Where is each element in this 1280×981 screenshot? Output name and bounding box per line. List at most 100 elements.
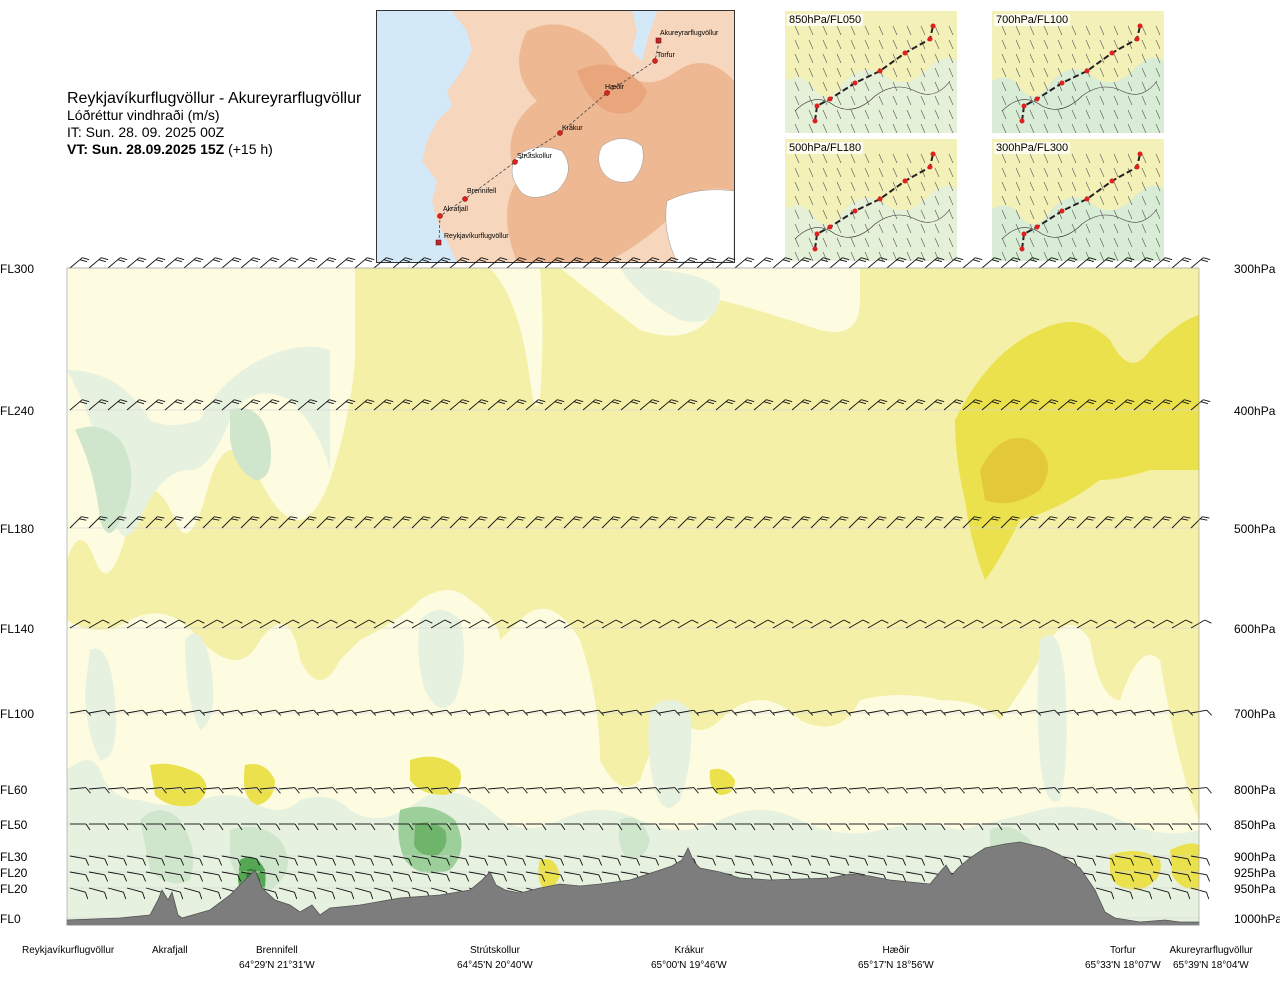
- wind-barb: [221, 399, 242, 411]
- wind-barb: [544, 871, 565, 882]
- mini-wind-barb: [1057, 195, 1063, 206]
- mini-wind-barb: [1127, 53, 1133, 64]
- wind-barb: [506, 257, 527, 269]
- mini-wind-barb: [934, 123, 940, 133]
- wind-barb: [659, 823, 680, 831]
- wind-barb: [373, 855, 394, 866]
- mini-wind-barb: [850, 95, 856, 106]
- wind-barb: [430, 516, 450, 529]
- wind-barb: [506, 787, 528, 794]
- waypoint-coordinate: 65°39'N 18°04'W: [1173, 960, 1249, 971]
- mini-route-point: [930, 23, 936, 29]
- mini-wind-barb: [822, 251, 828, 261]
- mini-wind-barb: [794, 209, 800, 220]
- mini-wind-barb: [934, 223, 940, 234]
- mini-wind-barb: [836, 95, 842, 106]
- mini-map-850-graphic: [785, 23, 957, 133]
- mini-wind-barb: [878, 81, 884, 92]
- mini-wind-barb: [1099, 167, 1105, 178]
- mini-route-point: [1021, 103, 1027, 109]
- wind-barb: [183, 516, 203, 529]
- mini-wind-barb: [864, 223, 870, 234]
- mini-wind-barb: [794, 53, 800, 64]
- mini-wind-barb: [850, 223, 856, 234]
- wind-barb: [1115, 823, 1136, 831]
- mini-wind-barb: [1043, 209, 1049, 220]
- mini-wind-barb: [1113, 53, 1119, 64]
- wind-barb: [487, 787, 509, 794]
- mini-wind-barb: [906, 109, 912, 120]
- mini-map-300-graphic: [992, 151, 1164, 261]
- mini-wind-barb: [1155, 195, 1161, 206]
- mini-route-point: [877, 196, 883, 202]
- wind-barb: [1096, 823, 1117, 831]
- mini-wind-barb: [822, 95, 828, 106]
- pressure-level-label: 300hPa: [1234, 262, 1276, 276]
- wind-barb: [677, 787, 699, 794]
- wind-barb: [753, 257, 774, 269]
- wind-barb: [544, 399, 565, 411]
- mini-wind-barb: [808, 53, 814, 64]
- wind-barb: [1114, 787, 1136, 794]
- wind-barb: [1171, 516, 1191, 529]
- wind-barb: [107, 855, 128, 866]
- wind-barb: [981, 399, 1002, 411]
- wind-barb: [1152, 855, 1173, 866]
- wind-barb: [639, 855, 660, 866]
- wind-barb: [1190, 619, 1212, 629]
- mini-wind-barb: [920, 81, 926, 92]
- mini-wind-barb: [1015, 109, 1021, 120]
- wind-barb: [69, 871, 90, 882]
- wind-barb: [241, 823, 262, 831]
- mini-wind-barb: [948, 153, 954, 164]
- wind-barb: [335, 887, 355, 900]
- mini-wind-barb: [1057, 223, 1063, 234]
- wind-barb: [734, 855, 755, 866]
- wind-barb: [354, 855, 375, 866]
- mini-wind-barb: [1127, 153, 1133, 164]
- wind-barb: [981, 257, 1002, 269]
- mini-wind-barb: [920, 209, 926, 220]
- mini-wind-barb: [878, 237, 884, 248]
- mini-wind-barb: [1155, 237, 1161, 248]
- wind-barb: [260, 823, 281, 831]
- wind-barb: [962, 787, 984, 794]
- mini-wind-barb: [1085, 167, 1091, 178]
- wind-barb: [620, 257, 641, 269]
- mini-wind-barb: [836, 67, 842, 78]
- mini-map-300: 300hPa/FL300: [992, 139, 1164, 261]
- wind-barb: [848, 257, 869, 269]
- wind-barb: [354, 257, 375, 269]
- wind-barb: [791, 709, 814, 716]
- mini-route-point: [814, 103, 820, 109]
- wind-barb: [715, 709, 738, 716]
- wind-barb: [696, 399, 717, 411]
- mini-wind-barb: [948, 95, 954, 106]
- mini-wind-barb: [1001, 181, 1007, 192]
- wind-barb: [202, 787, 224, 794]
- mini-wind-barb: [1015, 209, 1021, 220]
- wind-barb: [126, 709, 149, 716]
- wind-barb: [678, 823, 699, 831]
- wind-barb: [1001, 823, 1022, 831]
- mini-wind-barb: [1015, 67, 1021, 78]
- mini-wind-barb: [1071, 237, 1077, 248]
- wind-barb: [1133, 855, 1154, 866]
- terrain-profile: [66, 841, 1200, 926]
- wind-barb: [468, 516, 488, 529]
- mini-wind-barb: [934, 25, 940, 36]
- wind-barb: [430, 855, 451, 866]
- mini-wind-barb: [878, 251, 884, 261]
- mini-wind-barb: [878, 153, 884, 164]
- wind-barb: [221, 871, 242, 882]
- mini-wind-barb: [808, 39, 814, 50]
- mini-route-point: [1109, 50, 1115, 56]
- mini-route-point: [1059, 208, 1065, 214]
- wind-barb: [240, 399, 261, 411]
- wind-barb: [202, 619, 224, 629]
- wind-barb: [582, 257, 603, 269]
- wind-barb: [829, 399, 850, 411]
- wind-barb: [601, 257, 622, 269]
- mini-wind-barb: [822, 195, 828, 206]
- mini-wind-barb: [1099, 209, 1105, 220]
